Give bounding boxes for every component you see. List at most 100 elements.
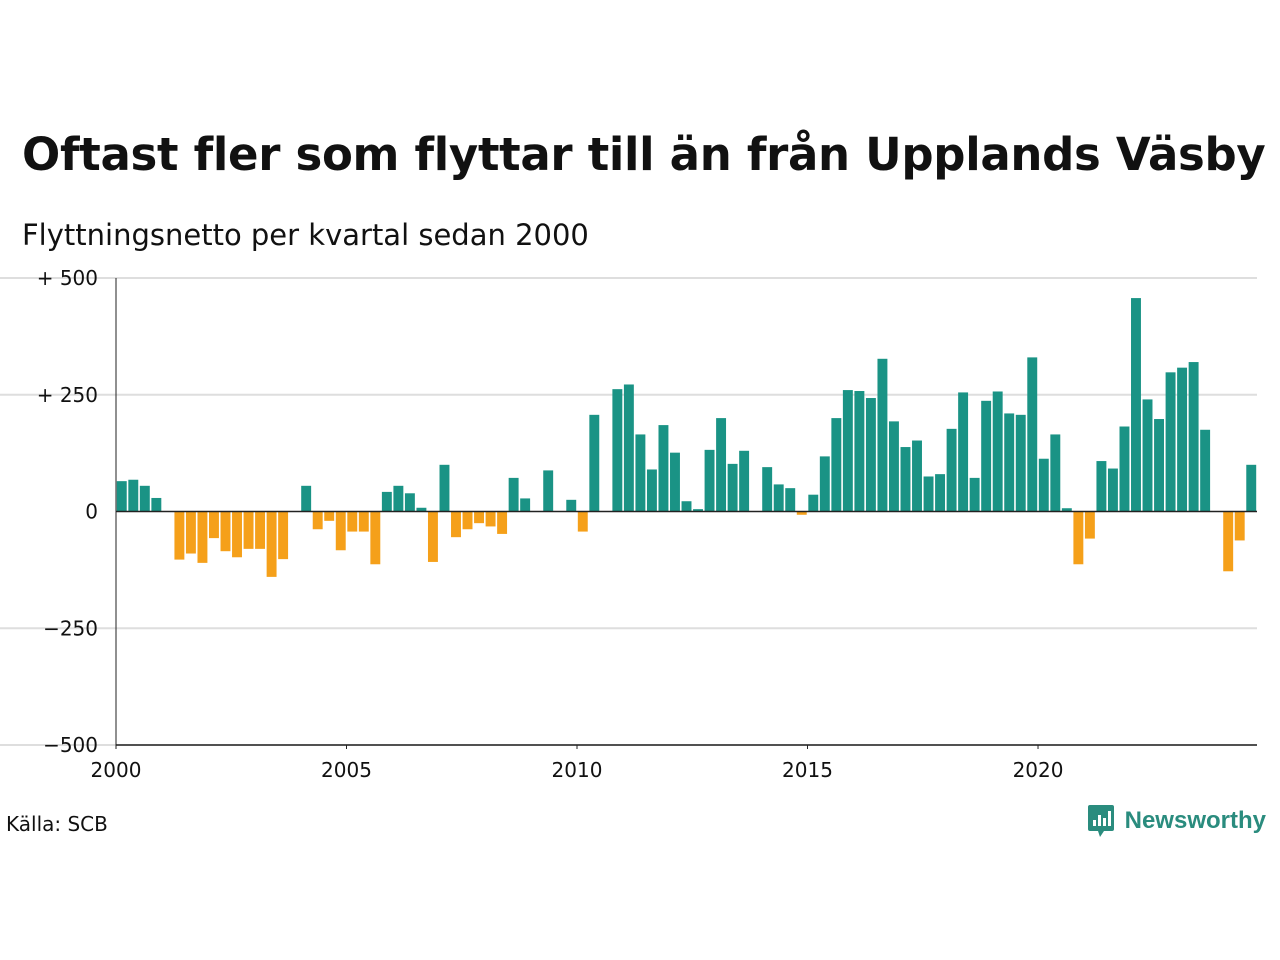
bar [1177, 367, 1188, 512]
bar [1015, 414, 1026, 512]
bar [266, 511, 277, 577]
bar [1188, 362, 1199, 512]
x-tick-label: 2005 [321, 758, 372, 782]
bar [981, 400, 992, 512]
bar [923, 476, 934, 512]
bars [116, 298, 1257, 577]
bar [139, 485, 150, 512]
brand-name: Newsworthy [1124, 807, 1266, 834]
bar [739, 450, 750, 512]
y-tick-label: 0 [85, 500, 98, 524]
bar [693, 509, 703, 512]
bar [1061, 508, 1072, 512]
bar [716, 418, 727, 512]
x-tick-label: 2015 [782, 758, 833, 782]
bar [1165, 372, 1176, 512]
bar [1223, 511, 1234, 572]
x-tick-label: 2010 [552, 758, 603, 782]
bar [232, 511, 242, 558]
bar [796, 511, 807, 515]
bar [1200, 429, 1211, 512]
bar [704, 449, 715, 512]
bar [819, 456, 830, 512]
bar [209, 511, 219, 539]
bar [462, 511, 473, 530]
bar [174, 511, 185, 560]
bar [808, 494, 819, 512]
bar [151, 497, 162, 512]
y-tick-label: + 250 [37, 383, 98, 407]
bar [646, 469, 657, 512]
x-tick-label: 2000 [91, 758, 142, 782]
bar [347, 511, 358, 532]
chart-subtitle: Flyttningsnetto per kvartal sedan 2000 [22, 218, 589, 252]
bar [427, 511, 438, 562]
axes [115, 278, 1257, 749]
bar [958, 392, 969, 512]
bar [128, 479, 139, 512]
bar [451, 511, 461, 538]
bar [185, 511, 196, 554]
bar [243, 511, 254, 549]
bar [1096, 461, 1107, 512]
bar [1004, 413, 1015, 512]
y-tick-label: −250 [43, 616, 98, 640]
bar [912, 440, 922, 512]
chart-title: Oftast fler som flyttar till än från Upp… [22, 128, 1266, 181]
bar [670, 452, 680, 512]
bar [393, 485, 404, 512]
bar [497, 511, 508, 534]
bar [877, 358, 888, 512]
bar [658, 425, 669, 512]
x-axis-tick-labels: 2000 2005 2010 2015 2020 [91, 758, 1064, 782]
bar [255, 511, 266, 549]
bar [312, 511, 323, 530]
bar [681, 501, 692, 512]
source-note: Källa: SCB [6, 812, 108, 836]
bar [1084, 511, 1095, 539]
bar [577, 511, 588, 532]
bar [301, 485, 312, 512]
bar [485, 511, 496, 527]
bar [358, 511, 369, 532]
bar [854, 391, 865, 512]
bar [969, 477, 980, 512]
bar [635, 434, 646, 512]
bar [727, 463, 738, 512]
bar [842, 390, 853, 512]
bar-chart: + 500 + 250 0 −250 −500 2000 2005 2010 2015 2020 [0, 266, 1257, 782]
bar [623, 384, 634, 512]
bar [381, 491, 392, 512]
bar [335, 511, 346, 551]
bar [1027, 357, 1038, 512]
bar [1073, 511, 1084, 565]
bar [992, 391, 1003, 512]
bar [946, 428, 957, 512]
bar [439, 464, 450, 512]
y-axis-tick-labels: + 500 + 250 0 −250 −500 [37, 266, 98, 757]
bar [1234, 511, 1245, 541]
bar [520, 498, 531, 512]
bar [589, 414, 600, 512]
bar [1154, 419, 1164, 512]
bar [888, 421, 899, 512]
y-tick-label: −500 [43, 733, 98, 757]
bar [900, 447, 911, 512]
bar [785, 488, 796, 512]
bar [1119, 426, 1130, 512]
y-tick-label: + 500 [37, 266, 98, 290]
bar [508, 477, 519, 512]
newsworthy-logo-icon [1087, 805, 1114, 837]
bar [935, 474, 946, 512]
bar [404, 493, 415, 512]
bar [1142, 399, 1153, 512]
bar [370, 511, 381, 565]
bar [1131, 298, 1141, 512]
bar [566, 499, 577, 512]
bar [116, 481, 127, 512]
bar [474, 511, 485, 524]
x-tick-label: 2020 [1013, 758, 1064, 782]
bar [278, 511, 289, 560]
bar [197, 511, 208, 563]
brand-logo: Newsworthy [1087, 804, 1266, 838]
